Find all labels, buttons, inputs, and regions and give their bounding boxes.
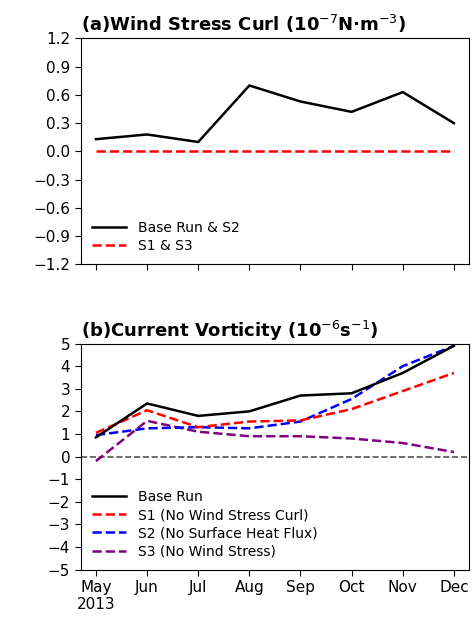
Text: 2013: 2013 xyxy=(77,596,115,612)
Legend: Base Run & S2, S1 & S3: Base Run & S2, S1 & S3 xyxy=(88,217,244,257)
Text: (b)Current Vorticity (10$^{-6}$s$^{-1}$): (b)Current Vorticity (10$^{-6}$s$^{-1}$) xyxy=(81,319,378,342)
Text: (a)Wind Stress Curl (10$^{-7}$N·m$^{-3}$): (a)Wind Stress Curl (10$^{-7}$N·m$^{-3}$… xyxy=(81,13,406,35)
Legend: Base Run, S1 (No Wind Stress Curl), S2 (No Surface Heat Flux), S3 (No Wind Stres: Base Run, S1 (No Wind Stress Curl), S2 (… xyxy=(88,486,321,563)
